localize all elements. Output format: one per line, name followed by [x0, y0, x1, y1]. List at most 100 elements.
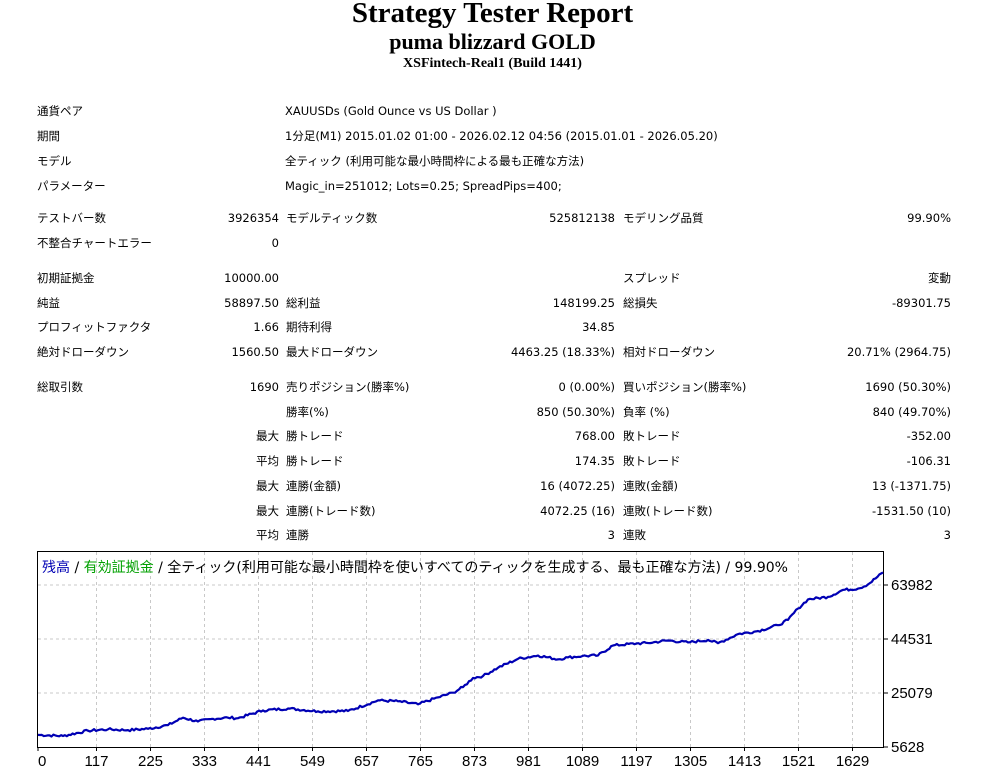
profit-factor-label: プロフィットファクタ [37, 320, 152, 334]
quality-label: モデリング品質 [623, 211, 704, 225]
long-positions-label: 買いポジション(勝率%) [623, 380, 747, 394]
consecutive-losses-amount-value: 13 (-1371.75) [872, 479, 951, 493]
consecutive-wins-count-label: 連勝(トレード数) [286, 504, 376, 518]
report-title: Strategy Tester Report [351, 0, 634, 29]
y-axis: 5628 25079 44531 63982 [883, 577, 933, 756]
x-tick-label: 117 [85, 753, 109, 769]
x-tick-label: 225 [138, 753, 163, 769]
x-tick-label: 1521 [782, 753, 815, 769]
profit-trades-value: 850 (50.30%) [536, 405, 615, 419]
total-trades-value: 1690 [249, 380, 279, 394]
legend-equity: 有効証拠金 [84, 560, 154, 576]
absolute-drawdown-value: 1560.50 [231, 345, 279, 359]
average-win-label: 勝トレード [286, 454, 344, 468]
y-tick-label: 44531 [891, 631, 933, 648]
largest-loss-value: -352.00 [906, 429, 951, 443]
chart-grid [38, 552, 883, 747]
consecutive-losses-count-label: 連敗(トレード数) [623, 504, 713, 518]
balance-chart: 残高 / 有効証拠金 / 全ティック(利用可能な最小時間枠を使いすべてのティック… [37, 551, 933, 769]
x-tick-label: 981 [516, 753, 541, 769]
average-consecutive-losses-label: 連敗 [623, 528, 646, 542]
model-value: 全ティック (利用可能な最小時間枠による最も正確な方法) [285, 154, 585, 168]
x-axis: 0 117 225 333 441 549 657 765 873 981 1089 1197 1305… [37, 747, 869, 769]
max-consecutive-label: 最大 [256, 479, 279, 493]
y-tick-label: 5628 [891, 739, 924, 756]
long-positions-value: 1690 (50.30%) [865, 380, 951, 394]
gross-loss-label: 総損失 [623, 296, 658, 310]
y-tick-label: 63982 [891, 577, 933, 594]
bars-value: 3926354 [227, 211, 279, 225]
chart-legend: 残高 / 有効証拠金 / 全ティック(利用可能な最小時間枠を使いすべてのティック… [42, 559, 788, 576]
consecutive-wins-amount-label: 連勝(金額) [286, 479, 341, 493]
consecutive-wins-amount-value: 16 (4072.25) [540, 479, 615, 493]
relative-drawdown-value: 20.71% (2964.75) [846, 345, 951, 359]
short-positions-label: 売りポジション(勝率%) [286, 380, 410, 394]
deposit-label: 初期証拠金 [37, 271, 95, 285]
gross-profit-label: 総利益 [286, 296, 321, 310]
expected-payoff-label: 期待利得 [286, 320, 332, 334]
gross-loss-value: -89301.75 [891, 296, 951, 310]
x-tick-label: 1305 [674, 753, 707, 769]
period-label: 期間 [37, 129, 60, 143]
gross-profit-value: 148199.25 [552, 296, 615, 310]
ticks-value: 525812138 [549, 211, 615, 225]
net-profit-label: 純益 [37, 296, 60, 310]
expert-name: puma blizzard GOLD [389, 29, 596, 54]
largest-label: 最大 [256, 429, 279, 443]
x-tick-label: 0 [38, 753, 46, 769]
legend-separator: / [70, 560, 84, 576]
average-consecutive-wins-value: 3 [607, 528, 615, 542]
x-tick-label: 1629 [836, 753, 869, 769]
x-tick-label: 1413 [728, 753, 761, 769]
deposit-value: 10000.00 [224, 271, 279, 285]
average-label: 平均 [256, 454, 279, 468]
symbol-value: XAUUSDs (Gold Ounce vs US Dollar ) [285, 104, 497, 118]
x-tick-label: 873 [462, 753, 487, 769]
ticks-label: モデルティック数 [286, 211, 378, 225]
x-tick-label: 765 [408, 753, 433, 769]
balance-line [37, 571, 884, 738]
legend-description: / 全ティック(利用可能な最小時間枠を使いすべてのティックを生成する、最も正確な… [154, 559, 788, 576]
model-label: モデル [37, 154, 72, 168]
average-loss-label: 敗トレード [623, 454, 681, 468]
largest-win-value: 768.00 [574, 429, 615, 443]
legend-balance: 残高 [42, 559, 70, 576]
x-tick-label: 333 [192, 753, 217, 769]
average-consecutive-losses-value: 3 [943, 528, 951, 542]
profit-factor-value: 1.66 [253, 320, 279, 334]
server-build: XSFintech-Real1 (Build 1441) [403, 56, 582, 71]
max-consecutive-count-label: 最大 [256, 504, 279, 518]
largest-loss-label: 敗トレード [623, 429, 681, 443]
spread-label: スプレッド [623, 271, 681, 285]
relative-drawdown-label: 相対ドローダウン [623, 345, 715, 359]
spread-value: 変動 [928, 271, 951, 285]
parameters-value: Magic_in=251012; Lots=0.25; SpreadPips=4… [285, 179, 562, 193]
consecutive-wins-count-value: 4072.25 (16) [540, 504, 615, 518]
average-win-value: 174.35 [574, 454, 615, 468]
loss-trades-label: 負率 (%) [623, 405, 670, 419]
loss-trades-value: 840 (49.70%) [872, 405, 951, 419]
consecutive-losses-count-value: -1531.50 (10) [872, 504, 951, 518]
symbol-label: 通貨ペア [37, 104, 83, 118]
net-profit-value: 58897.50 [224, 296, 279, 310]
x-tick-label: 441 [246, 753, 271, 769]
mismatch-label: 不整合チャートエラー [37, 236, 152, 250]
absolute-drawdown-label: 絶対ドローダウン [37, 345, 129, 359]
average-loss-value: -106.31 [906, 454, 951, 468]
x-tick-label: 1089 [566, 753, 599, 769]
total-trades-label: 総取引数 [37, 380, 83, 394]
profit-trades-label: 勝率(%) [286, 405, 329, 419]
maximal-drawdown-value: 4463.25 (18.33%) [510, 345, 615, 359]
mismatch-value: 0 [271, 236, 279, 250]
average-consecutive-wins-label: 連勝 [286, 528, 309, 542]
bars-label: テストバー数 [37, 211, 106, 225]
quality-value: 99.90% [907, 211, 951, 225]
x-tick-label: 1197 [620, 753, 652, 769]
x-tick-label: 549 [300, 753, 325, 769]
average-consecutive-label: 平均 [256, 528, 279, 542]
period-value: 1分足(M1) 2015.01.02 01:00 - 2026.02.12 04… [285, 129, 718, 143]
expected-payoff-value: 34.85 [582, 320, 615, 334]
y-tick-label: 25079 [891, 685, 933, 702]
largest-win-label: 勝トレード [286, 429, 344, 443]
maximal-drawdown-label: 最大ドローダウン [286, 345, 378, 359]
